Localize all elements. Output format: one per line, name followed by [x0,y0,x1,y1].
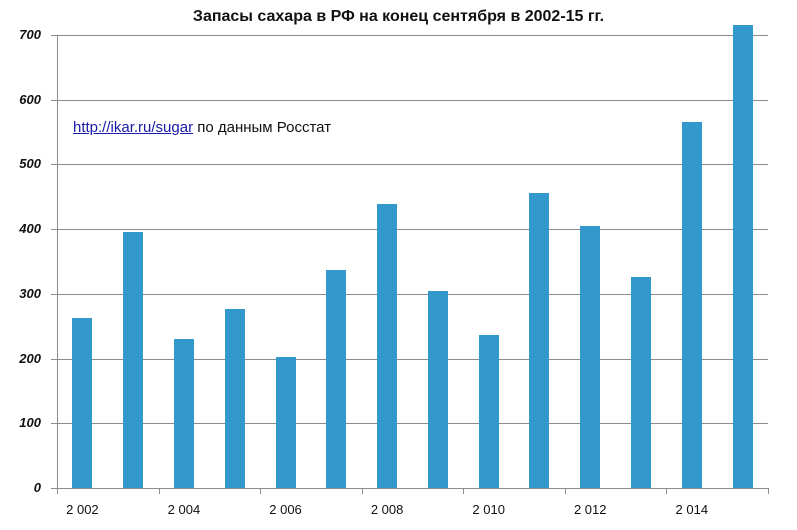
bar-2013 [631,277,652,488]
chart-title: Запасы сахара в РФ на конец сентября в 2… [192,8,605,25]
gridline [57,358,768,360]
y-axis-line [57,35,58,488]
y-tick-label: 600 [19,91,41,107]
x-tick-label: 2 004 [167,502,201,517]
y-tick [51,99,57,101]
y-tick-label: 100 [19,415,41,431]
x-tick [57,488,58,494]
gridline [57,293,768,295]
bar-2006 [275,357,296,488]
source-annotation: http://ikar.ru/sugar по данным Росстат [73,119,331,136]
x-tick [463,488,465,494]
x-tick [260,488,262,494]
bar-2015 [732,25,753,488]
y-tick-label: 500 [19,156,41,172]
x-tick-label: 2 008 [370,502,404,517]
y-tick [51,35,57,36]
y-tick [51,229,57,231]
y-tick-label: 400 [19,221,41,237]
y-tick-label: 700 [19,27,41,42]
gridline [57,99,768,101]
x-tick [666,488,668,494]
x-tick [158,488,160,494]
x-tick-label: 2 010 [472,502,505,517]
y-tick-label: 300 [19,285,41,301]
bar-2003 [123,231,144,488]
y-tick [51,164,57,166]
y-tick [51,488,57,489]
x-tick-label: 2 002 [66,502,99,517]
source-text: по данным Росстат [193,119,332,136]
x-axis-line [57,488,768,489]
gridline [57,35,768,36]
y-tick-label: 0 [33,480,41,495]
y-tick [51,293,57,295]
x-tick-label: 2 012 [573,502,607,517]
x-tick [768,488,769,494]
bar-2008 [377,203,398,488]
bar-2009 [427,291,448,488]
source-link[interactable]: http://ikar.ru/sugar [73,119,194,136]
x-tick [361,488,363,494]
plot-area: 0 100 200 300 400 500 600 700 2 002 2 004 2 006 2 0… [19,25,769,517]
bar-2002 [72,317,93,488]
gridline [57,164,768,166]
y-tick [51,423,57,425]
bar-2007 [326,269,347,488]
x-tick [564,488,566,494]
gridline [57,229,768,231]
bar-2004 [173,339,194,488]
bar-2010 [478,335,499,488]
y-tick [51,358,57,360]
x-tick-label: 2 006 [269,502,302,517]
bar-2014 [681,121,702,488]
x-tick-label: 2 014 [675,502,709,517]
bar-2011 [529,192,550,488]
bar-2005 [224,308,245,488]
y-tick-label: 200 [19,350,41,366]
gridline [57,423,768,425]
bar-2012 [580,225,601,488]
